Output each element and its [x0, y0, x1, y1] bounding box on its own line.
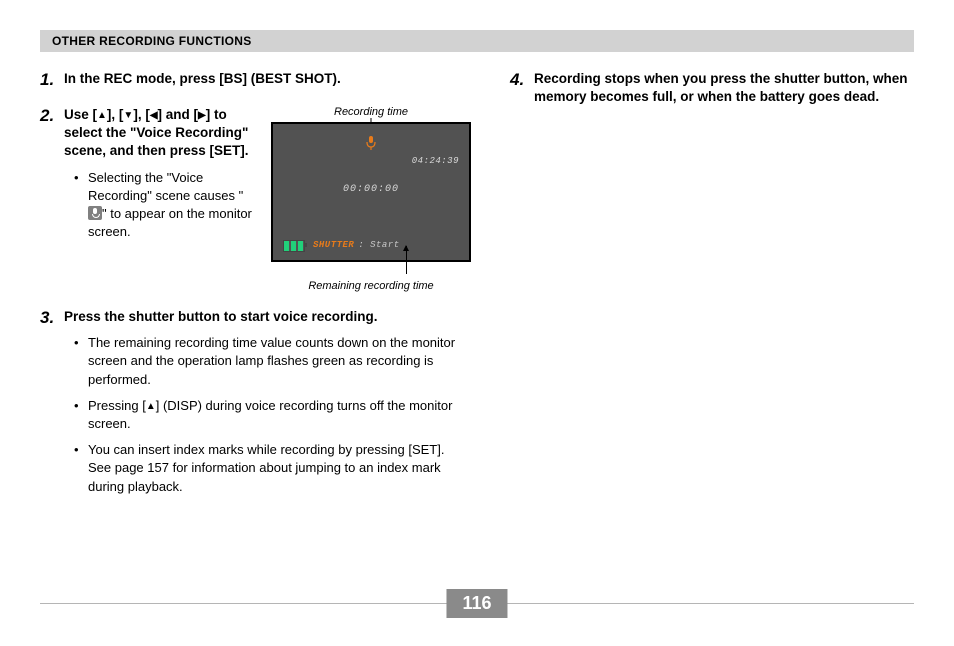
up-triangle-icon: ▲ [97, 110, 107, 121]
t: ], [ [107, 107, 124, 122]
page-number: 116 [446, 589, 507, 618]
step-body: In the REC mode, press [BS] (BEST SHOT). [64, 70, 470, 90]
mic-icon [88, 206, 102, 220]
step-heading: Recording stops when you press the shutt… [534, 70, 910, 106]
screen-bottom-row: SHUTTER : Start [283, 240, 459, 250]
left-triangle-icon: ◀ [150, 110, 158, 121]
step-body: Press the shutter button to start voice … [64, 308, 470, 504]
shutter-label: SHUTTER [313, 240, 354, 250]
bullet-item: Pressing [▲] (DISP) during voice recordi… [78, 397, 470, 433]
t: " to appear on the monitor screen. [88, 206, 252, 239]
screen-wrap: 04:24:39 00:00:00 SHUTTER : Start [266, 122, 476, 262]
step-heading: Press the shutter button to start voice … [64, 308, 470, 326]
start-label: : Start [358, 240, 399, 250]
step2-text: Use [▲], [▼], [◀] and [▶] to select the … [64, 106, 254, 292]
step-heading: In the REC mode, press [BS] (BEST SHOT). [64, 70, 470, 88]
step-number: 4. [510, 70, 534, 106]
camera-screen: 04:24:39 00:00:00 SHUTTER : Start [271, 122, 471, 262]
t: Pressing [ [88, 398, 146, 413]
bullet-item: You can insert index marks while recordi… [78, 441, 470, 496]
left-column: 1. In the REC mode, press [BS] (BEST SHO… [40, 70, 470, 520]
step-3: 3. Press the shutter button to start voi… [40, 308, 470, 504]
arrow-icon [406, 246, 407, 274]
step-number: 1. [40, 70, 64, 90]
t: ] and [ [158, 107, 199, 122]
content-columns: 1. In the REC mode, press [BS] (BEST SHO… [40, 70, 914, 520]
step3-bullets: The remaining recording time value count… [64, 334, 470, 496]
down-triangle-icon: ▼ [123, 110, 133, 121]
up-triangle-icon: ▲ [146, 401, 156, 412]
step-number: 2. [40, 106, 64, 292]
manual-page: OTHER RECORDING FUNCTIONS 1. In the REC … [0, 0, 954, 646]
step-heading: Use [▲], [▼], [◀] and [▶] to select the … [64, 106, 254, 161]
bullet-item: The remaining recording time value count… [78, 334, 470, 389]
caption-recording-time: Recording time [266, 106, 476, 118]
step-body: Use [▲], [▼], [◀] and [▶] to select the … [64, 106, 476, 292]
bullet-item: Selecting the "Voice Recording" scene ca… [78, 169, 254, 242]
right-column: 4. Recording stops when you press the sh… [510, 70, 910, 520]
mic-orange-icon [366, 136, 376, 150]
step-2: 2. Use [▲], [▼], [◀] and [▶] to select t… [40, 106, 470, 292]
step2-bullets: Selecting the "Voice Recording" scene ca… [64, 169, 254, 242]
t: Use [ [64, 107, 97, 122]
caption-remaining-time: Remaining recording time [266, 280, 476, 292]
t: ], [ [133, 107, 150, 122]
step-body: Recording stops when you press the shutt… [534, 70, 910, 106]
screen-figure: Recording time [266, 106, 476, 292]
step-4: 4. Recording stops when you press the sh… [510, 70, 910, 106]
step-number: 3. [40, 308, 64, 504]
right-triangle-icon: ▶ [198, 110, 206, 121]
t: Selecting the "Voice Recording" scene ca… [88, 170, 243, 203]
section-header: OTHER RECORDING FUNCTIONS [40, 30, 914, 52]
elapsed-time-value: 00:00:00 [343, 184, 399, 195]
step-1: 1. In the REC mode, press [BS] (BEST SHO… [40, 70, 470, 90]
battery-icon [283, 240, 305, 250]
remaining-time-value: 04:24:39 [412, 156, 459, 166]
